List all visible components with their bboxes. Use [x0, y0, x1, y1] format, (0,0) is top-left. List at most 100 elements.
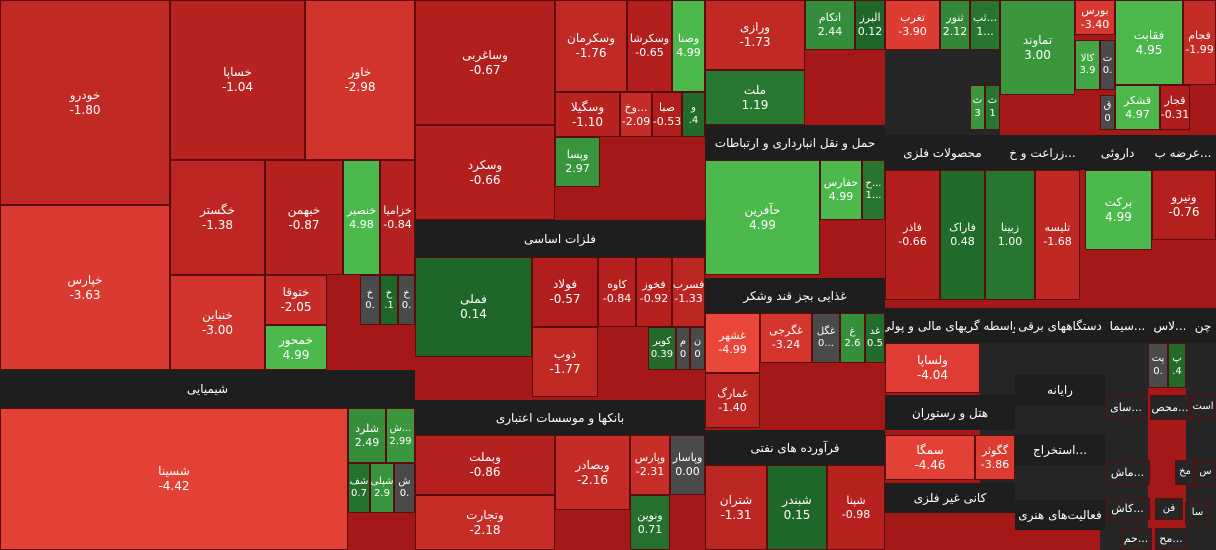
stock-tile[interactable]: کویر 0.39: [648, 327, 676, 370]
stock-tile[interactable]: ش 0.: [394, 463, 415, 513]
stock-tile[interactable]: گگوثر -3.86: [975, 435, 1015, 480]
stock-tile[interactable]: سا: [1185, 502, 1210, 524]
stock-tile[interactable]: خ 0.: [398, 275, 415, 325]
stock-tile[interactable]: پت 0.: [1148, 343, 1168, 388]
stock-tile[interactable]: ملت 1.19: [705, 70, 805, 125]
stock-tile[interactable]: خبهمن -0.87: [265, 160, 343, 275]
stock-tile[interactable]: تماوند 3.00: [1000, 0, 1075, 95]
stock-tile[interactable]: ح... 1...: [862, 160, 885, 220]
stock-tile[interactable]: غد 0.5: [865, 313, 885, 363]
stock-tile[interactable]: کاش...: [1105, 498, 1150, 520]
stock-tile[interactable]: فاذر -0.66: [885, 170, 940, 300]
stock-tile[interactable]: غمارگ -1.40: [705, 373, 760, 428]
stock-tile[interactable]: حم...: [1120, 528, 1152, 550]
stock-tile[interactable]: وپاسار 0.00: [670, 435, 705, 495]
stock-tile[interactable]: و .4: [682, 92, 705, 137]
stock-tile[interactable]: فن: [1155, 498, 1183, 520]
stock-symbol: ث: [972, 95, 983, 106]
stock-tile[interactable]: کالا 3.9: [1075, 40, 1100, 90]
stock-tile[interactable]: فملی 0.14: [415, 257, 532, 357]
stock-tile[interactable]: خگستر -1.38: [170, 160, 265, 275]
stock-tile[interactable]: صبا -0.53: [652, 92, 682, 137]
stock-tile[interactable]: وپارس -2.31: [630, 435, 670, 495]
stock-tile[interactable]: مخ: [1175, 460, 1195, 485]
stock-tile[interactable]: اتکام 2.44: [805, 0, 855, 50]
stock-tile[interactable]: س: [1195, 460, 1216, 485]
stock-tile[interactable]: ت 0.: [1100, 40, 1115, 90]
stock-tile[interactable]: خ .1: [380, 275, 398, 325]
stock-tile[interactable]: سمگا -4.46: [885, 435, 975, 480]
stock-tile[interactable]: خنباين -3.00: [170, 275, 265, 370]
stock-tile[interactable]: فاراک 0.48: [940, 170, 985, 300]
stock-tile[interactable]: خ 0.: [360, 275, 380, 325]
stock-tile[interactable]: وسکرمان -1.76: [555, 0, 627, 92]
stock-tile[interactable]: شپنا -0.98: [827, 465, 885, 550]
stock-tile[interactable]: فولاد -0.57: [532, 257, 598, 327]
stock-tile[interactable]: ختوقا -2.05: [265, 275, 327, 325]
stock-tile[interactable]: بورس -3.40: [1075, 0, 1115, 35]
stock-tile[interactable]: شپلی 2.9: [370, 463, 394, 513]
stock-tile[interactable]: خودرو -1.80: [0, 0, 170, 205]
stock-tile[interactable]: خاور -2.98: [305, 0, 415, 160]
stock-tile[interactable]: خپارس -3.63: [0, 205, 170, 370]
stock-tile[interactable]: وصنا 4.99: [672, 0, 705, 92]
stock-tile[interactable]: غشهر -4.99: [705, 313, 760, 373]
stock-tile[interactable]: وتجارت -2.18: [415, 495, 555, 550]
stock-tile[interactable]: خزاميا -0.84: [380, 160, 415, 275]
stock-tile[interactable]: فخوز -0.92: [636, 257, 672, 327]
stock-tile[interactable]: مح...: [1155, 528, 1187, 550]
stock-symbol: فاذر: [903, 221, 922, 235]
stock-tile[interactable]: تغرب -3.90: [885, 0, 940, 50]
stock-tile[interactable]: فسرب -1.33: [672, 257, 705, 327]
stock-tile[interactable]: غگل 0...: [812, 313, 840, 363]
stock-tile[interactable]: خمحور 4.99: [265, 325, 327, 370]
stock-tile[interactable]: شسینا -4.42: [0, 408, 348, 550]
stock-tile[interactable]: ولساپا -4.04: [885, 343, 980, 393]
stock-tile[interactable]: ونیرو -0.76: [1152, 170, 1216, 240]
stock-tile[interactable]: کاوه -0.84: [598, 257, 636, 327]
stock-tile[interactable]: وپسا 2.97: [555, 137, 600, 187]
stock-tile[interactable]: غگرجی -3.24: [760, 313, 812, 363]
stock-tile[interactable]: شلرد 2.49: [348, 408, 386, 463]
stock-symbol: مح...: [1159, 532, 1183, 546]
stock-tile[interactable]: تلیسه -1.68: [1035, 170, 1080, 300]
stock-tile[interactable]: ثنور 2.12: [940, 0, 970, 50]
stock-tile[interactable]: حآفرین 4.99: [705, 160, 820, 275]
stock-tile[interactable]: خساپا -1.04: [170, 0, 305, 160]
stock-tile[interactable]: قجار -0.31: [1160, 85, 1190, 130]
stock-tile[interactable]: شف 0.7: [348, 463, 370, 513]
stock-tile[interactable]: وسکرشا -0.65: [627, 0, 672, 92]
stock-tile[interactable]: ذوب -1.77: [532, 327, 598, 397]
stock-tile[interactable]: است: [1190, 395, 1216, 420]
stock-tile[interactable]: وبصادر -2.16: [555, 435, 630, 510]
stock-tile[interactable]: وبملت -0.86: [415, 435, 555, 495]
stock-tile[interactable]: وسگیلا -1.10: [555, 92, 620, 137]
stock-tile[interactable]: ثب... 1...: [970, 0, 1000, 50]
stock-tile[interactable]: ش... 2.99: [386, 408, 415, 463]
stock-tile[interactable]: غ 2.6: [840, 313, 865, 363]
stock-tile[interactable]: وخ... -2.09: [620, 92, 652, 137]
stock-tile[interactable]: وساغربی -0.67: [415, 0, 555, 125]
stock-tile[interactable]: شبندر 0.15: [767, 465, 827, 550]
stock-tile[interactable]: سای...: [1105, 395, 1147, 420]
stock-tile[interactable]: وسکرد -0.66: [415, 125, 555, 220]
stock-tile[interactable]: ماش...: [1105, 460, 1150, 485]
stock-tile[interactable]: خنصير 4.98: [343, 160, 380, 275]
stock-tile[interactable]: برکت 4.99: [1085, 170, 1152, 250]
stock-tile[interactable]: فجام -1.99: [1183, 0, 1216, 85]
stock-tile[interactable]: حفارس 4.99: [820, 160, 862, 220]
stock-tile[interactable]: فقابت 4.95: [1115, 0, 1183, 85]
stock-tile[interactable]: قشکر 4.97: [1115, 85, 1160, 130]
stock-tile[interactable]: محص...: [1150, 395, 1190, 420]
stock-tile[interactable]: شتران -1.31: [705, 465, 767, 550]
stock-tile[interactable]: زبینا 1.00: [985, 170, 1035, 300]
stock-tile[interactable]: پ .4: [1168, 343, 1186, 388]
stock-tile[interactable]: ونوین 0.71: [630, 495, 670, 550]
stock-tile[interactable]: ورازی -1.73: [705, 0, 805, 70]
stock-tile[interactable]: البرز 0.12: [855, 0, 885, 50]
